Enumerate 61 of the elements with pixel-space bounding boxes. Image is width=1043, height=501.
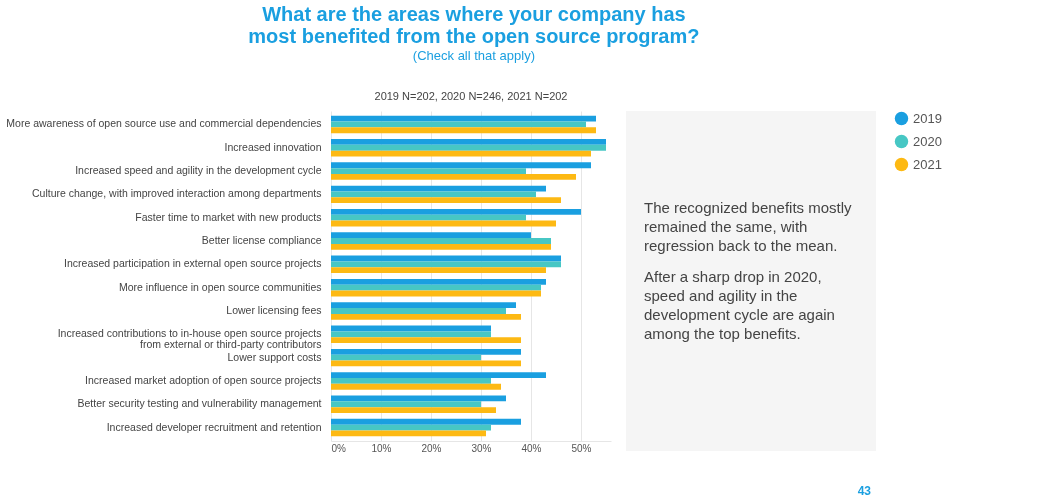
bar [331, 138, 606, 145]
bar [331, 144, 606, 151]
bar [331, 278, 546, 285]
y-tick-label: Increased participation in external open source projects [64, 257, 322, 270]
bar [331, 418, 521, 425]
bar [331, 372, 546, 379]
bar [331, 284, 541, 291]
bar [331, 337, 521, 344]
text: After a sharp drop in 2020, speed and agility in the development cycle are again among the top benefits. [644, 268, 835, 342]
bar [331, 354, 481, 361]
bar [331, 407, 496, 414]
y-tick-label: Better license compliance [201, 234, 322, 247]
y-tick-label: Culture change, with improved interaction among departments [32, 187, 322, 200]
y-tick-label: Increased developer recruitment and retention [106, 420, 322, 433]
bar [331, 232, 531, 239]
bar [331, 162, 591, 169]
chart-title: What are the areas where your company has most benefited from the open source program? [248, 3, 700, 47]
y-tick-label: Lower licensing fees [226, 303, 322, 316]
bar [331, 308, 506, 314]
text: 43 [857, 484, 872, 498]
x-tick-label: 0% [331, 442, 347, 454]
bar [331, 383, 501, 390]
y-tick-label: Increased innovation [224, 140, 322, 153]
legend-label: 2020 [913, 133, 942, 149]
bar [331, 191, 536, 198]
y-tick-label: Faster time to market with new products [135, 210, 322, 223]
bar [331, 302, 516, 309]
text: The recognized benefits mostly remained the same, with regression back to the mean. [644, 199, 853, 254]
x-tick-label: 50% [571, 442, 592, 454]
bar [331, 168, 526, 174]
bar [331, 238, 551, 244]
x-tick-label: 20% [421, 442, 442, 454]
text: 2019 N=202, 2020 N=246, 2021 N=202 [374, 90, 568, 102]
y-tick-label: Increased speed and agility in the development cycle [75, 164, 322, 177]
bar [331, 313, 521, 320]
bar [331, 348, 521, 355]
bar [331, 267, 546, 274]
bar [331, 243, 551, 250]
y-tick-label: Lower support costs [227, 350, 322, 363]
y-tick-label: More awareness of open source use and commercial dependencies [6, 117, 322, 130]
bar [331, 214, 526, 221]
bar [331, 378, 491, 384]
bar [331, 197, 561, 204]
bar [331, 173, 576, 180]
bar [331, 127, 596, 134]
bar [331, 208, 581, 215]
x-tick-label: 10% [371, 442, 392, 454]
legend-label: 2021 [913, 156, 942, 172]
x-tick-label: 40% [521, 442, 542, 454]
bar [331, 401, 481, 408]
y-tick-label: More influence in open source communities [118, 280, 322, 293]
bar [331, 261, 561, 268]
bar [331, 121, 586, 128]
legend-label: 2019 [913, 110, 942, 126]
y-tick-label: Better security testing and vulnerability management [77, 397, 322, 410]
x-tick-label: 30% [471, 442, 492, 454]
bar [331, 331, 491, 338]
bar [331, 424, 491, 431]
chart-subtitle: (Check all that apply) [412, 48, 535, 63]
y-tick-label: Increased market adoption of open source projects [85, 373, 322, 386]
y-tick-label: Increased contributions to in-house open source projects from external or third-party contributors [57, 327, 322, 350]
